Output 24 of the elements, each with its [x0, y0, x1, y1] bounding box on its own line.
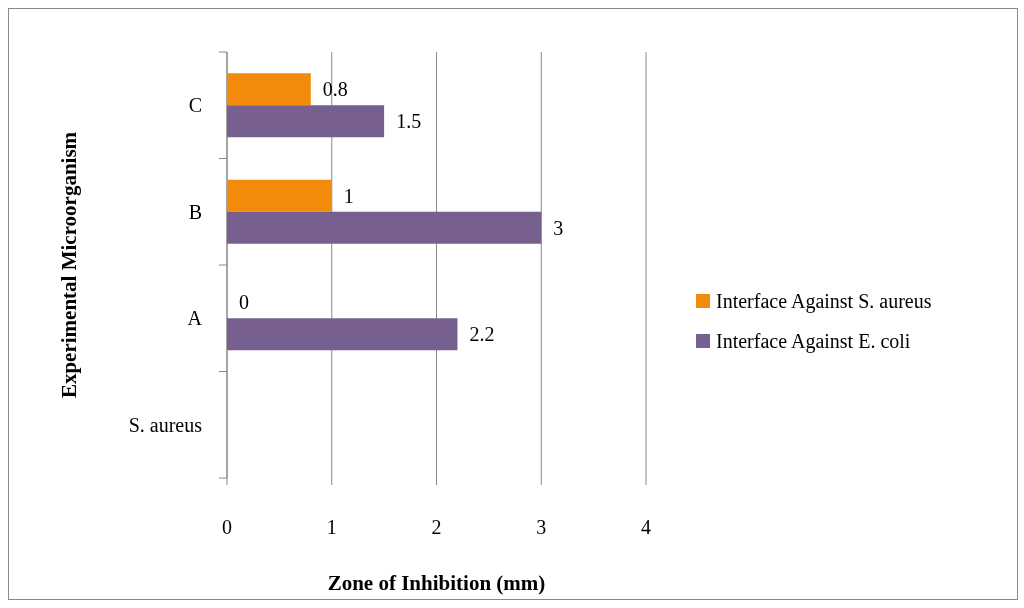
x-tick-label: 4 [641, 516, 651, 538]
x-axis-title: Zone of Inhibition (mm) [327, 571, 546, 595]
y-tick-label: A [187, 307, 203, 330]
bar [227, 318, 458, 351]
x-tick-label: 0 [222, 516, 232, 538]
data-label: 2.2 [469, 323, 495, 346]
y-tick-label: C [188, 94, 202, 117]
data-label: 0 [239, 291, 249, 314]
x-tick-label: 2 [431, 516, 442, 538]
legend-label: Interface Against E. coli [716, 330, 911, 353]
y-tick-label: B [188, 200, 202, 223]
data-label: 1 [343, 184, 354, 207]
data-label: 3 [553, 216, 564, 239]
data-label: 0.8 [322, 78, 348, 101]
bar [227, 73, 311, 106]
bar [227, 179, 332, 212]
bar [227, 105, 385, 138]
y-tick-label: S. aureus [128, 413, 203, 436]
data-label: 1.5 [396, 110, 422, 133]
y-axis-title: Experimental Microorganism [57, 131, 81, 399]
bar [227, 211, 542, 244]
legend-label: Interface Against S. aureus [716, 290, 932, 313]
x-tick-label: 3 [536, 516, 547, 538]
x-tick-label: 1 [326, 516, 337, 538]
